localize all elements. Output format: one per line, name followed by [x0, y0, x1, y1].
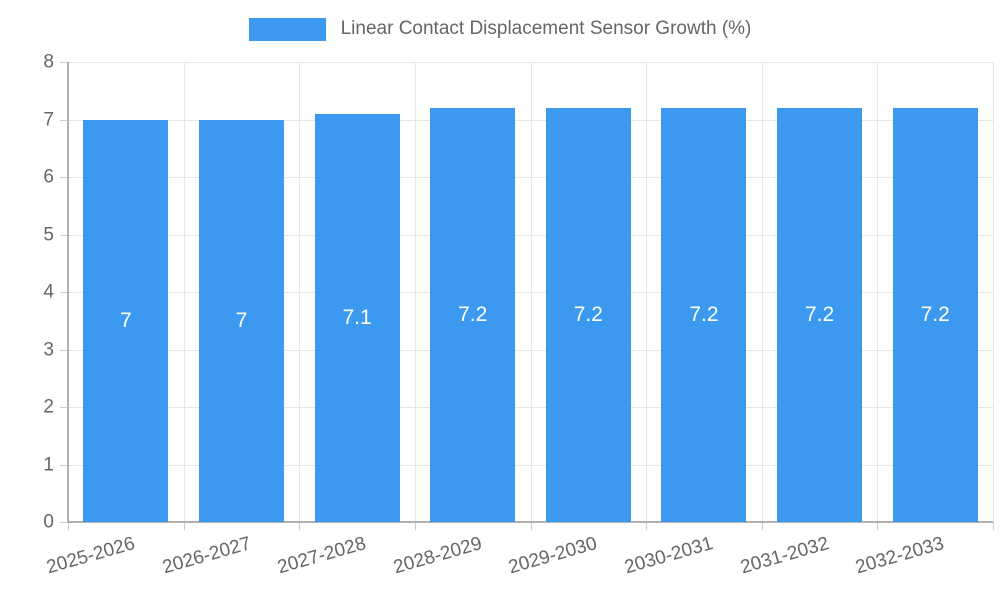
y-axis-tick [60, 464, 68, 466]
y-axis-tick [60, 349, 68, 351]
gridline-vertical [761, 62, 763, 522]
bar-value-label: 7.2 [920, 303, 950, 326]
bar[interactable]: 7.2 [545, 108, 631, 522]
gridline-vertical [530, 62, 532, 522]
bar-value-label: 7.2 [804, 303, 835, 326]
bar[interactable]: 7.2 [777, 108, 863, 522]
x-axis-tick [761, 522, 763, 530]
x-axis-label: 2032-2033 [853, 533, 947, 579]
x-axis-tick [646, 522, 648, 530]
y-axis-label: 6 [43, 166, 54, 188]
chart-title[interactable]: Linear Contact Displacement Sensor Growt… [340, 18, 752, 39]
y-axis-label: 4 [43, 281, 54, 303]
bar-value-label: 7.2 [573, 303, 603, 326]
y-axis-label: 7 [43, 109, 54, 130]
bar[interactable]: 7 [198, 119, 284, 522]
x-axis-tick [68, 522, 69, 530]
gridline-vertical [646, 62, 648, 522]
y-axis-label: 8 [43, 51, 54, 73]
y-axis-tick [60, 407, 68, 408]
gridline-vertical [993, 62, 994, 522]
gridline-vertical [299, 62, 301, 522]
bar[interactable]: 7 [83, 119, 169, 522]
x-axis-label: 2025-2026 [44, 533, 138, 579]
x-axis-label: 2029-2030 [506, 533, 600, 579]
x-axis-tick [183, 522, 185, 530]
y-axis-tick [60, 119, 68, 121]
bar-value-label: 7.2 [689, 303, 719, 326]
gridline-vertical [414, 62, 416, 522]
gridline-vertical [877, 62, 879, 522]
y-axis-tick [60, 292, 68, 293]
x-axis-tick [530, 522, 532, 530]
bar[interactable]: 7.2 [892, 108, 978, 522]
y-axis-tick [60, 177, 68, 178]
y-axis-label: 3 [43, 339, 54, 360]
chart-legend: Linear Contact Displacement Sensor Growt… [0, 14, 1000, 44]
x-axis-tick [877, 522, 879, 530]
bar-value-label: 7 [235, 308, 248, 332]
x-axis-label: 2028-2029 [391, 533, 485, 579]
x-axis-label: 2026-2027 [159, 533, 253, 579]
x-axis-line [68, 521, 993, 523]
x-axis-tick [414, 522, 416, 530]
y-axis-label: 5 [43, 224, 54, 245]
x-axis-label: 2030-2031 [622, 533, 716, 579]
x-axis-tick [993, 522, 994, 530]
plot-area: 0 1 2 3 4 5 6 7 8 7 7 7.1 7.2 7.2 7.2 7.2 7.2 2025-2026 20… [43, 53, 994, 578]
y-axis-label: 1 [43, 454, 54, 475]
bar[interactable]: 7.1 [314, 113, 400, 522]
bar[interactable]: 7.2 [661, 108, 747, 522]
x-axis-label: 2027-2028 [275, 533, 369, 579]
y-axis-label: 0 [43, 511, 54, 533]
gridline-vertical [183, 62, 185, 522]
bar-value-label: 7.1 [342, 305, 372, 329]
bar[interactable]: 7.2 [430, 108, 516, 522]
bar-value-label: 7.2 [458, 303, 488, 326]
y-axis-tick [60, 522, 68, 523]
y-axis-line [67, 62, 69, 522]
y-axis-tick [60, 62, 68, 63]
x-axis-label: 2031-2032 [737, 533, 832, 579]
y-axis-tick [60, 234, 68, 236]
legend-swatch[interactable] [248, 17, 326, 41]
y-axis-label: 2 [43, 396, 54, 418]
x-axis-tick [299, 522, 301, 530]
bar-value-label: 7 [119, 308, 132, 332]
